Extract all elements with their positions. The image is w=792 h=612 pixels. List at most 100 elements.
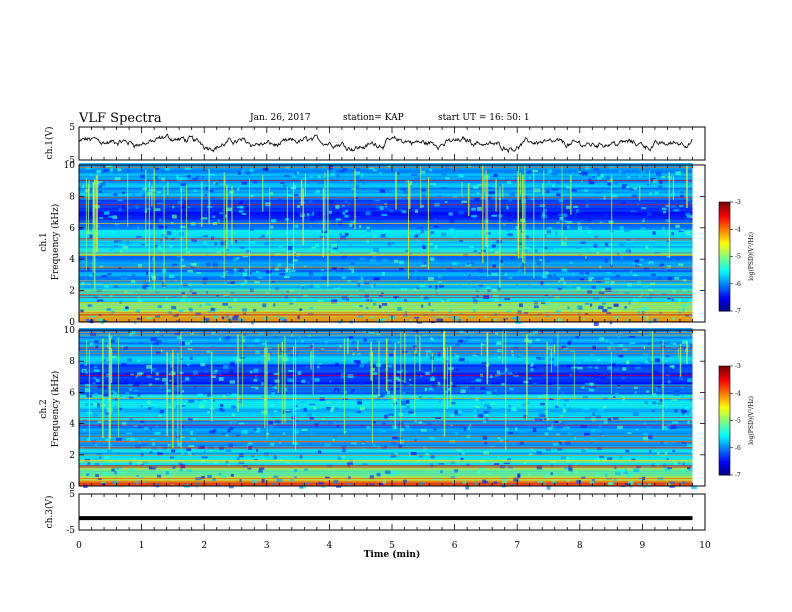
- ch2-spectro-cell: [545, 437, 550, 440]
- ch1-spectro-cell: [507, 217, 514, 222]
- ch2-spectro-cell: [128, 461, 132, 465]
- ch2-colorbar-swatch: [719, 425, 730, 429]
- ch2-spectro-cell: [599, 455, 604, 458]
- ch1-spectro-cell: [414, 316, 420, 319]
- ch1-spectro-cell: [144, 207, 151, 211]
- ch1-spectro-cell: [472, 309, 476, 313]
- ch2-spectro-cell: [93, 365, 98, 369]
- ch1-spectro-cell: [463, 253, 468, 257]
- ch2-spectro-cell: [645, 390, 650, 393]
- ch1-spectro-cell: [615, 182, 618, 185]
- ch2-spectro-cell: [158, 414, 162, 418]
- ch2-spectro-cell: [268, 421, 273, 425]
- ch2-spectro-cell: [286, 462, 292, 464]
- ch2-spectro-band: [79, 392, 693, 395]
- ch2-spectro-cell: [321, 485, 325, 488]
- ch2-spectro-cell: [213, 429, 217, 432]
- ch2-spectro-cell: [146, 364, 152, 369]
- figure-station: station= KAP: [343, 113, 404, 123]
- ch2-spectro-cell: [625, 360, 630, 365]
- ch1-colorbar-swatch: [719, 252, 730, 256]
- ch2-spectro-ytick-label: 8: [69, 357, 75, 367]
- ch2-spectro-cell: [460, 457, 464, 461]
- ch1-spectro-cell: [215, 184, 221, 188]
- ch1-spectro-cell: [244, 279, 248, 284]
- ch2-spectro-cell: [278, 355, 283, 358]
- ch1-spectro-cell: [227, 282, 233, 284]
- ch1-spectro-cell: [100, 165, 105, 168]
- ch2-spectro-cell: [453, 368, 459, 371]
- ch2-spectro-cell: [402, 392, 406, 395]
- ch2-spectro-cell: [181, 380, 186, 383]
- ch1-spectro-cell: [297, 315, 300, 320]
- ch2-spectro-cell: [273, 455, 277, 460]
- ch1-spectro-cell: [141, 243, 145, 246]
- ch1-spectro-cell: [226, 207, 232, 212]
- ch1-spectro-cell: [458, 318, 462, 323]
- ch2-spectro-cell: [686, 411, 690, 416]
- ch1-spectro-cell: [302, 287, 308, 291]
- ch2-spectro-cell: [626, 474, 631, 478]
- ch1-colorbar-swatch: [719, 278, 730, 281]
- ch2-spectro-cell: [330, 408, 334, 413]
- ch1-spectro-cell: [608, 220, 614, 224]
- ch2-spectro-cell: [532, 365, 537, 369]
- ch1-spectro-cell: [637, 281, 642, 285]
- ch1-spectro-cell: [212, 215, 216, 218]
- ch1-spectro-cell: [193, 189, 198, 192]
- ch2-spectro-cell: [554, 421, 559, 423]
- ch2-spectro-cell: [657, 451, 660, 455]
- ch1-spectro-cell: [557, 318, 562, 322]
- ch1-spectro-cell: [585, 197, 589, 202]
- ch2-spectro-cell: [357, 401, 362, 405]
- ch2-spectro-cell: [567, 341, 571, 345]
- ch1-spectro-cell: [506, 181, 512, 185]
- ch1-colorbar-tick-label: -5: [735, 254, 741, 261]
- ch2-spectro-cell: [301, 340, 304, 343]
- ch1-spectro-cell: [472, 299, 477, 303]
- ch2-spectro-cell: [308, 334, 311, 337]
- ch2-spectro-cell: [435, 417, 441, 420]
- ch2-spectro-cell: [417, 355, 420, 358]
- ch1-spectro-cell: [292, 297, 296, 302]
- ch1-spectro-cell: [85, 266, 90, 271]
- ch1-spectro-cell: [439, 199, 442, 202]
- ch1-spectro-cell: [205, 273, 208, 277]
- ch2-spectro-cell: [84, 388, 91, 393]
- ch1-spectro-cell: [542, 274, 547, 279]
- ch2-spectro-cell: [242, 332, 246, 336]
- ch1-spectro-cell: [645, 165, 648, 167]
- ch2-spectro-cell: [514, 427, 518, 431]
- ch2-spectro-cell: [607, 366, 612, 370]
- ch2-spectro-cell: [174, 358, 178, 362]
- ch2-spectro-cell: [275, 419, 281, 424]
- ch1-spectro-band: [79, 165, 693, 168]
- ch2-spectro-cell: [458, 413, 463, 416]
- ch1-spectro-cell: [216, 193, 221, 197]
- ch1-spectro-cell: [331, 266, 337, 271]
- ch2-spectro-cell: [568, 467, 573, 472]
- ch2-spectro-cell: [196, 394, 199, 399]
- ch1-spectro-cell: [684, 231, 691, 236]
- ch1-spectro-cell: [512, 263, 517, 266]
- ch2-spectro-cell: [652, 410, 655, 413]
- ch1-spectro-cell: [518, 267, 523, 272]
- ch1-spectro-cell: [241, 181, 247, 185]
- ch1-spectro-cell: [191, 266, 196, 271]
- ch2-spectro-cell: [503, 462, 510, 465]
- ch2-spectro-cell: [474, 406, 480, 408]
- ch2-spectro-cell: [648, 342, 651, 345]
- ch1-volt-label: ch.1(V): [44, 127, 55, 160]
- ch1-spectro-cell: [296, 204, 301, 208]
- ch2-spectro-cell: [97, 419, 102, 423]
- ch2-spectro-cell: [347, 482, 351, 486]
- ch2-spectro-cell: [450, 340, 455, 343]
- ch2-spectro-cell: [562, 408, 567, 413]
- ch1-spectro-cell: [271, 219, 277, 223]
- ch1-spectro-cell: [510, 256, 514, 260]
- ch1-spectro-cell: [554, 235, 557, 238]
- ch1-spectro-cell: [237, 187, 240, 191]
- ch2-spectro-cell: [230, 361, 235, 366]
- ch2-spectro-cell: [262, 458, 266, 461]
- ch1-spectro-cell: [679, 205, 683, 207]
